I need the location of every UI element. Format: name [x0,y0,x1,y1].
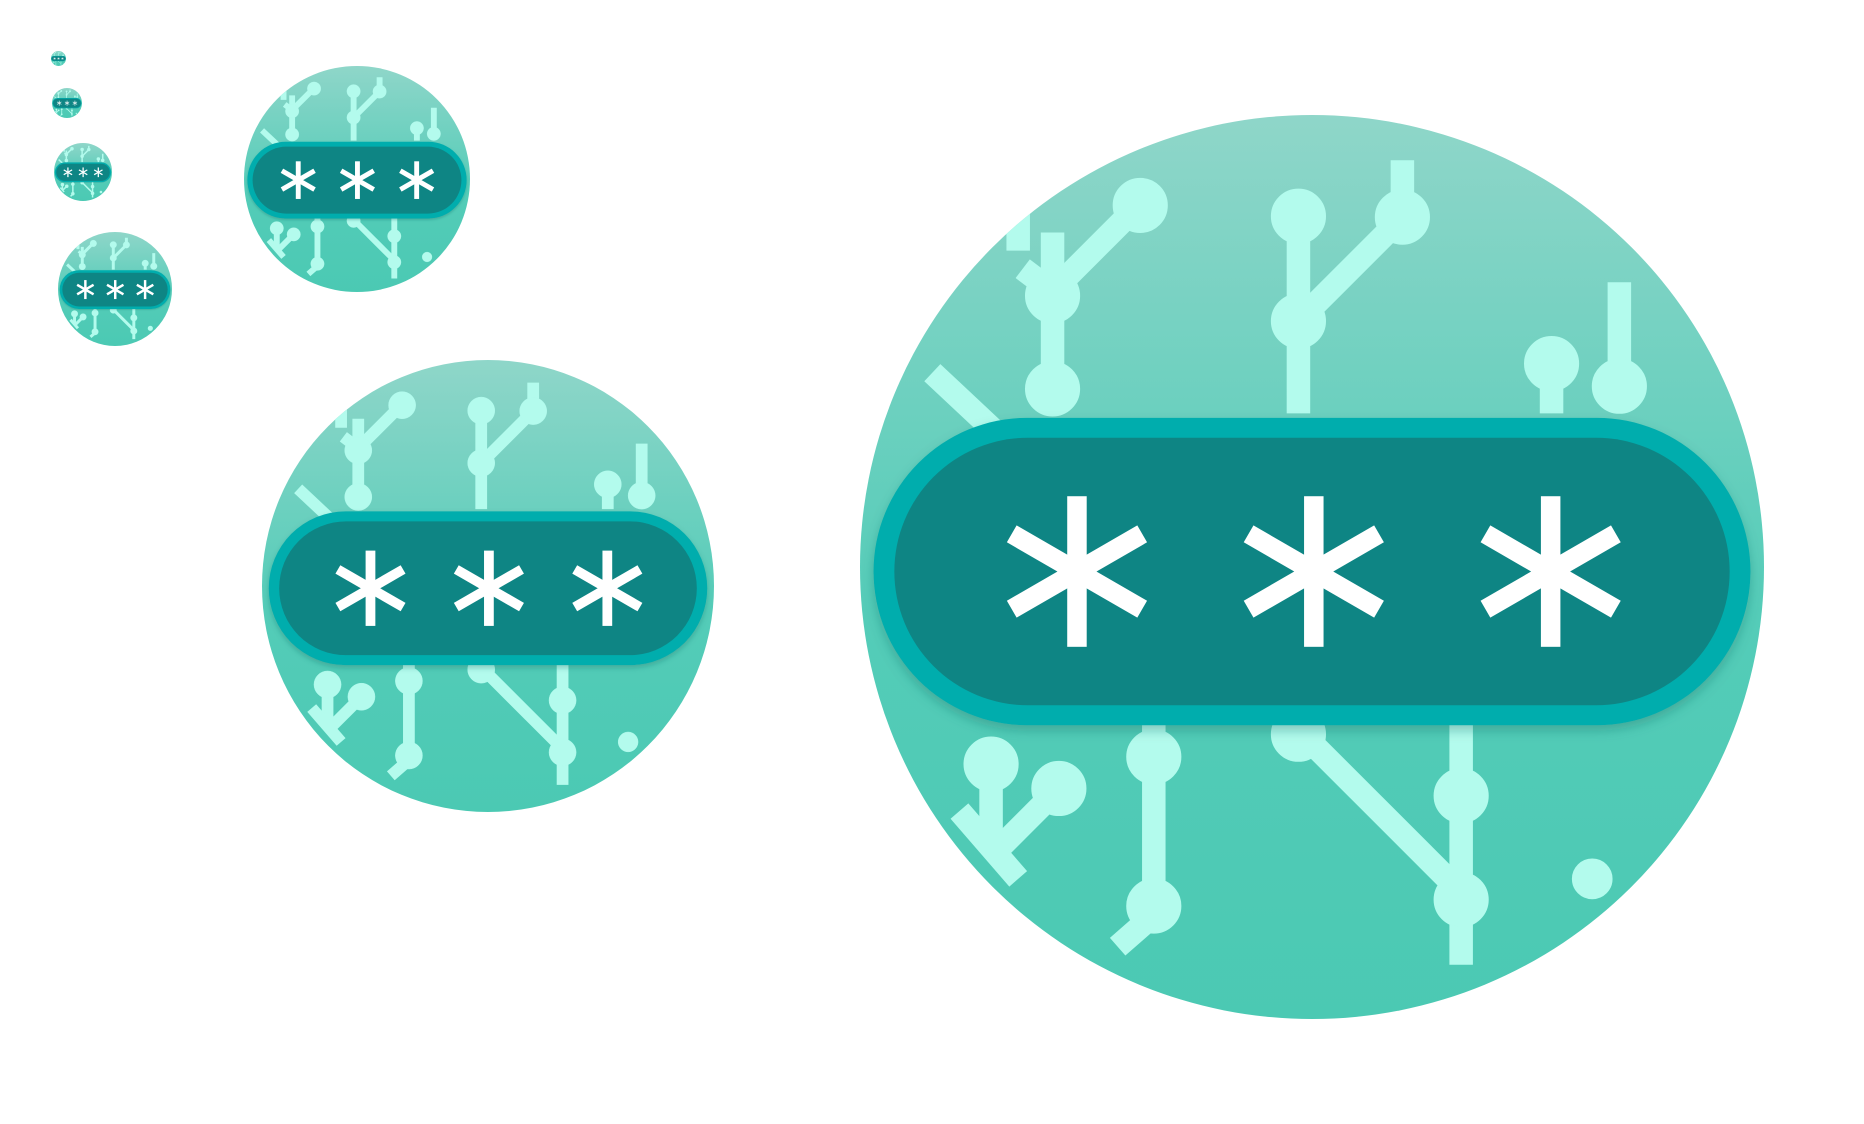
password-icon-16 [51,51,66,66]
password-icon [51,51,66,66]
password-icon [860,115,1764,1019]
password-icon [52,88,82,118]
password-icon-256 [244,66,470,292]
password-icon-1024 [860,115,1764,1019]
password-icon-64 [54,143,112,201]
password-icon [244,66,470,292]
password-icon-128 [58,232,172,346]
password-icon-512 [262,360,714,812]
password-icon [262,360,714,812]
password-icon [54,143,112,201]
password-icon [58,232,172,346]
mask-text: *** [0,0,1,1]
password-icon-32 [52,88,82,118]
